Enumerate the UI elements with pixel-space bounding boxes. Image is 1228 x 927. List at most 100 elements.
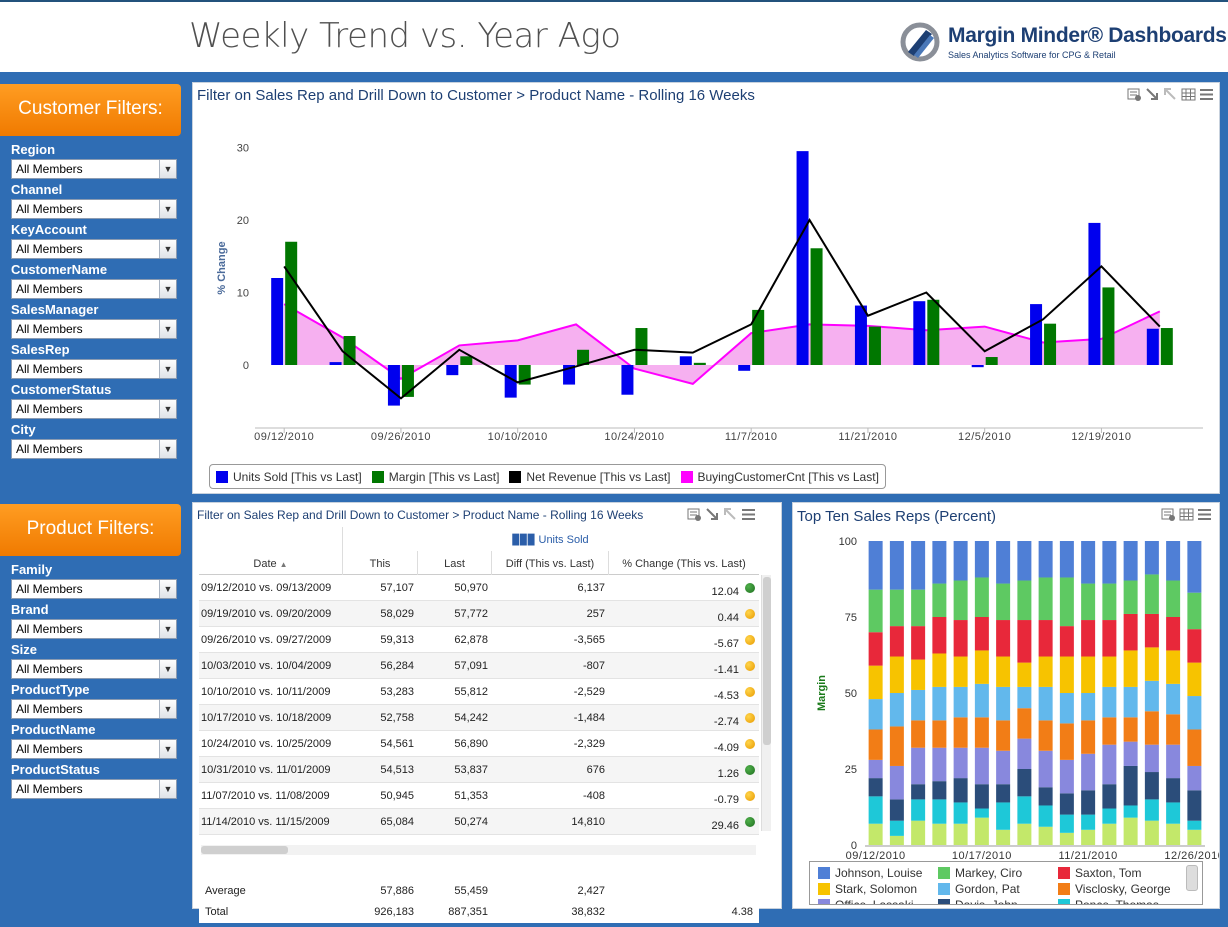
stack-segment[interactable]: [974, 683, 989, 718]
units-group-header[interactable]: ▉▉▉ Units Sold: [342, 527, 758, 551]
stack-segment[interactable]: [1081, 693, 1096, 721]
bar-margin[interactable]: [577, 349, 590, 365]
drill-up-icon[interactable]: [723, 507, 738, 522]
stack-segment[interactable]: [1081, 620, 1096, 657]
export-icon[interactable]: [1161, 507, 1176, 522]
stack-segment[interactable]: [911, 689, 926, 721]
filter-dropdown-producttype[interactable]: All Members ▼: [11, 699, 177, 719]
stack-segment[interactable]: [974, 817, 989, 845]
stack-segment[interactable]: [868, 778, 883, 797]
stack-segment[interactable]: [889, 693, 904, 727]
stack-segment[interactable]: [996, 620, 1011, 657]
menu-icon[interactable]: [1199, 87, 1214, 102]
filter-dropdown-keyaccount[interactable]: All Members ▼: [11, 239, 177, 259]
stack-segment[interactable]: [911, 784, 926, 800]
stack-segment[interactable]: [996, 541, 1011, 584]
stack-segment[interactable]: [1123, 817, 1138, 845]
stack-segment[interactable]: [974, 541, 989, 578]
stack-segment[interactable]: [932, 781, 947, 800]
chevron-down-icon[interactable]: ▼: [159, 400, 176, 418]
stack-segment[interactable]: [953, 802, 968, 824]
stack-segment[interactable]: [1081, 583, 1096, 621]
stack-segment[interactable]: [1017, 580, 1032, 621]
stack-segment[interactable]: [911, 626, 926, 660]
stack-segment[interactable]: [1059, 723, 1074, 760]
stack-segment[interactable]: [868, 796, 883, 824]
table-row[interactable]: 11/14/2010 vs. 11/15/2009 65,084 50,274 14,…: [199, 809, 759, 835]
legend-item[interactable]: Margin [This vs Last]: [371, 470, 499, 484]
legend-item[interactable]: Visclosky, George: [1058, 881, 1178, 897]
bar-margin[interactable]: [752, 309, 765, 365]
bar-units-sold[interactable]: [1030, 304, 1043, 365]
stack-segment[interactable]: [1059, 626, 1074, 657]
filter-dropdown-customername[interactable]: All Members ▼: [11, 279, 177, 299]
stack-segment[interactable]: [1081, 753, 1096, 791]
stack-segment[interactable]: [889, 626, 904, 657]
legend-item[interactable]: Gordon, Pat: [938, 881, 1058, 897]
drill-down-icon[interactable]: [705, 507, 720, 522]
stack-segment[interactable]: [1102, 620, 1117, 657]
bar-margin[interactable]: [343, 336, 356, 365]
menu-icon[interactable]: [1197, 507, 1212, 522]
stack-segment[interactable]: [996, 686, 1011, 721]
stack-segment[interactable]: [1081, 541, 1096, 584]
stack-segment[interactable]: [974, 650, 989, 684]
stack-segment[interactable]: [1102, 717, 1117, 745]
grid-icon[interactable]: [1179, 507, 1194, 522]
bar-units-sold[interactable]: [913, 301, 926, 365]
stack-segment[interactable]: [1187, 765, 1202, 791]
stack-segment[interactable]: [953, 541, 968, 581]
stack-segment[interactable]: [996, 750, 1011, 785]
table-row[interactable]: 09/12/2010 vs. 09/13/2009 57,107 50,970 6,1…: [199, 575, 759, 601]
stack-segment[interactable]: [974, 617, 989, 651]
stack-segment[interactable]: [932, 747, 947, 782]
bar-margin[interactable]: [1102, 287, 1115, 365]
stack-segment[interactable]: [1144, 711, 1159, 745]
stack-segment[interactable]: [974, 808, 989, 818]
stack-segment[interactable]: [1102, 583, 1117, 621]
bar-margin[interactable]: [285, 241, 298, 365]
column-header-2[interactable]: Last: [417, 551, 491, 575]
legend-scrollbar[interactable]: [1186, 865, 1198, 891]
stack-segment[interactable]: [1102, 823, 1117, 845]
stack-segment[interactable]: [1102, 686, 1117, 718]
table-row[interactable]: 09/26/2010 vs. 09/27/2009 59,313 62,878 -3,…: [199, 627, 759, 653]
stack-segment[interactable]: [1144, 820, 1159, 845]
stack-segment[interactable]: [1102, 541, 1117, 584]
stack-segment[interactable]: [1123, 717, 1138, 742]
stack-segment[interactable]: [1017, 620, 1032, 663]
stack-segment[interactable]: [911, 541, 926, 590]
filter-dropdown-productstatus[interactable]: All Members ▼: [11, 779, 177, 799]
bar-margin[interactable]: [460, 356, 473, 365]
bar-units-sold[interactable]: [679, 356, 692, 365]
stack-segment[interactable]: [1059, 832, 1074, 845]
chevron-down-icon[interactable]: ▼: [159, 360, 176, 378]
grid-icon[interactable]: [1181, 87, 1196, 102]
stack-segment[interactable]: [1017, 708, 1032, 739]
stack-segment[interactable]: [1166, 580, 1181, 617]
stack-segment[interactable]: [1144, 541, 1159, 575]
filter-dropdown-channel[interactable]: All Members ▼: [11, 199, 177, 219]
stack-segment[interactable]: [868, 665, 883, 700]
stack-segment[interactable]: [1059, 656, 1074, 693]
filter-dropdown-city[interactable]: All Members ▼: [11, 439, 177, 459]
filter-dropdown-salesrep[interactable]: All Members ▼: [11, 359, 177, 379]
chevron-down-icon[interactable]: ▼: [159, 620, 176, 638]
stack-segment[interactable]: [1102, 808, 1117, 824]
chevron-down-icon[interactable]: ▼: [159, 440, 176, 458]
stack-segment[interactable]: [1187, 696, 1202, 730]
bar-margin[interactable]: [693, 362, 706, 365]
legend-item[interactable]: Ponce, Thomas: [1058, 897, 1178, 904]
stack-segment[interactable]: [889, 835, 904, 845]
stack-segment[interactable]: [1038, 750, 1053, 788]
bar-margin[interactable]: [1044, 323, 1057, 365]
stack-segment[interactable]: [1144, 574, 1159, 614]
stack-segment[interactable]: [1166, 744, 1181, 779]
stack-segment[interactable]: [889, 820, 904, 836]
stack-segment[interactable]: [1038, 656, 1053, 687]
bar-margin[interactable]: [635, 328, 648, 365]
stack-segment[interactable]: [889, 656, 904, 693]
horizontal-scroll-thumb[interactable]: [201, 846, 288, 854]
legend-item[interactable]: Davis, John: [938, 897, 1058, 904]
stack-segment[interactable]: [996, 802, 1011, 830]
